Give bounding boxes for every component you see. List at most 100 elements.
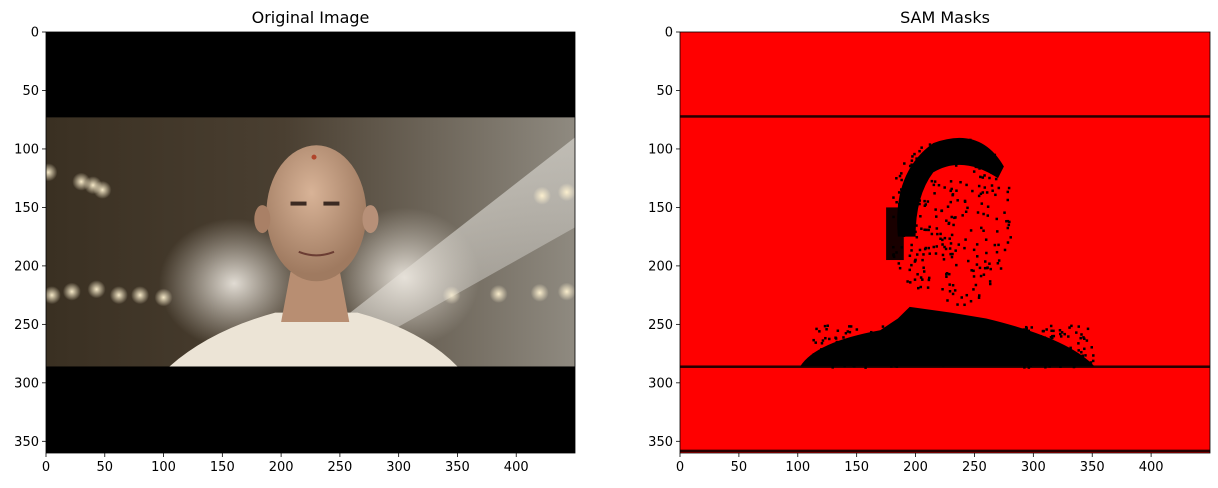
mask-speckle — [1051, 342, 1055, 345]
mask-speckle — [972, 275, 976, 278]
mask-speckle — [1023, 366, 1026, 369]
mask-speckle — [991, 189, 994, 192]
mask-speckle — [915, 224, 918, 227]
mask-speckle — [1045, 328, 1048, 331]
mask-speckle — [980, 164, 984, 167]
mask-speckle — [894, 333, 898, 336]
mask-speckle — [957, 243, 961, 246]
mask-speckle — [850, 362, 853, 365]
mask-speckle — [933, 192, 936, 195]
mask-speckle — [812, 353, 816, 356]
mask-speckle — [939, 339, 943, 343]
mask-speckle — [941, 288, 944, 291]
mask-speckle — [910, 263, 913, 267]
mask-speckle — [987, 361, 990, 365]
mask-speckle — [909, 229, 912, 233]
mask-speckle — [956, 350, 959, 354]
x-tick-label: 50 — [97, 460, 114, 475]
mask-speckle — [988, 262, 991, 265]
mask-speckle — [950, 233, 954, 237]
mask-speckle — [954, 249, 957, 252]
mask-speckle — [926, 349, 930, 352]
mask-speckle — [967, 345, 970, 348]
mask-speckle — [844, 350, 848, 353]
mask-speckle — [892, 334, 896, 338]
mask-speckle — [859, 359, 863, 362]
mask-speckle — [848, 330, 852, 334]
mask-speckle — [1003, 334, 1007, 337]
axes-frame — [679, 31, 1211, 454]
mask-speckle — [991, 326, 995, 330]
mask-speckle — [898, 231, 902, 234]
mask-speckle — [983, 266, 987, 270]
mask-speckle — [1073, 357, 1076, 360]
mask-speckle — [979, 192, 983, 196]
mask-speckle — [1034, 346, 1037, 350]
mask-speckle — [972, 170, 976, 173]
mask-speckle — [892, 339, 895, 342]
mask-speckle — [993, 357, 997, 361]
x-tick-label: 200 — [903, 460, 928, 475]
mask-speckle — [980, 202, 984, 205]
mask-speckle — [892, 215, 895, 219]
mask-speckle — [900, 246, 904, 249]
mask-speckle — [985, 162, 988, 166]
mask-speckle — [924, 228, 928, 232]
mask-speckle — [934, 208, 937, 211]
mask-speckle — [1023, 352, 1027, 356]
mask-speckle — [931, 330, 935, 333]
mask-speckle — [948, 283, 951, 286]
mask-speckle — [975, 263, 979, 266]
mask-speckle — [915, 253, 919, 256]
mask-speckle — [889, 335, 893, 339]
mask-speckle — [968, 345, 972, 348]
mask-speckle — [947, 350, 951, 354]
mask-speckle — [923, 204, 927, 207]
mask-speckle — [897, 262, 901, 265]
mask-speckle — [1006, 241, 1010, 244]
mask-speckle — [967, 334, 971, 337]
mask-speckle — [1024, 343, 1027, 347]
mask-speckle — [957, 141, 960, 145]
mask-speckle — [1021, 335, 1024, 338]
mask-speckle — [934, 356, 938, 360]
mask-speckle — [994, 341, 997, 344]
mask-speckle — [1003, 211, 1006, 214]
mask-speckle — [1014, 356, 1018, 360]
mask-speckle — [960, 140, 963, 144]
mask-speckle — [994, 177, 998, 181]
mask-speckle — [847, 352, 850, 355]
mask-speckle — [985, 251, 988, 255]
mask-speckle — [982, 229, 985, 233]
mask-speckle — [913, 259, 917, 262]
mask-speckle — [815, 361, 818, 364]
mask-speckle — [920, 160, 924, 163]
mask-speckle — [975, 243, 979, 246]
y-tick-label: 150 — [648, 201, 673, 216]
mask-speckle — [928, 252, 931, 255]
mask-speckle — [898, 203, 901, 206]
mask-speckle — [1030, 337, 1033, 341]
mask-speckle — [1018, 359, 1022, 363]
mask-speckle — [914, 187, 917, 190]
smoke-right — [329, 207, 480, 348]
mask-speckle — [969, 158, 973, 161]
bokeh-light — [93, 180, 112, 199]
mask-speckle — [810, 361, 814, 364]
mask-speckle — [838, 350, 841, 353]
mask-speckle — [930, 179, 934, 183]
mask-speckle — [946, 348, 950, 352]
y-tick-label: 0 — [665, 26, 673, 41]
mask-speckle — [993, 243, 997, 247]
mask-speckle — [941, 341, 945, 345]
x-tick-label: 150 — [210, 460, 235, 475]
mask-speckle — [902, 203, 906, 206]
mask-speckle — [928, 225, 931, 229]
bokeh-light — [46, 163, 58, 182]
mask-speckle — [949, 242, 953, 245]
mask-speckle — [828, 356, 831, 359]
mask-speckle — [963, 343, 966, 346]
x-tick-label: 350 — [445, 460, 470, 475]
mask-speckle — [908, 268, 911, 272]
mask-speckle — [831, 364, 835, 367]
